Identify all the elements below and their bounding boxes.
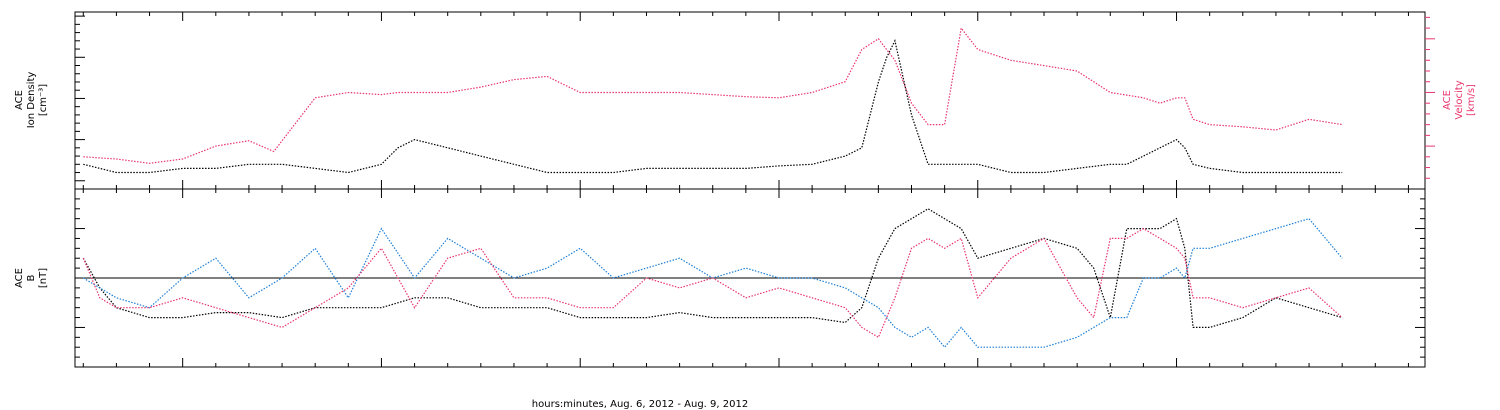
- top-ylabel-line-2: Ion Density: [26, 72, 37, 129]
- top-ylabel-line-3: [cm⁻³]: [38, 84, 49, 116]
- bottom-ylabel-line-2: B: [26, 274, 37, 281]
- top-y2label-line-2: Velocity: [1454, 80, 1465, 119]
- velocity-series: [83, 26, 1343, 164]
- bottom-ylabel-line-1: ACE: [14, 268, 25, 288]
- x-axis-label: hours:minutes, Aug. 6, 2012 - Aug. 9, 20…: [532, 399, 748, 410]
- data-points: [82, 26, 1343, 349]
- bz-series: [82, 227, 1343, 339]
- top-left-ylabel: ACE Ion Density [cm⁻³]: [14, 72, 49, 129]
- top-y2label-line-3: [km/s]: [1466, 84, 1477, 116]
- bottom-ylabel-line-3: [nT]: [38, 268, 49, 288]
- bottom-left-ylabel: ACE B [nT]: [14, 268, 49, 288]
- bx-series: [82, 208, 1343, 328]
- top-right-ylabel: ACE Velocity [km/s]: [1442, 80, 1477, 119]
- top-y2label-line-1: ACE: [1442, 90, 1453, 110]
- density-series: [83, 39, 1343, 174]
- by-series: [82, 218, 1343, 349]
- top-ylabel-line-1: ACE: [14, 90, 25, 110]
- panel-frames: [74, 11, 1426, 368]
- axis-ticks: [75, 12, 1435, 367]
